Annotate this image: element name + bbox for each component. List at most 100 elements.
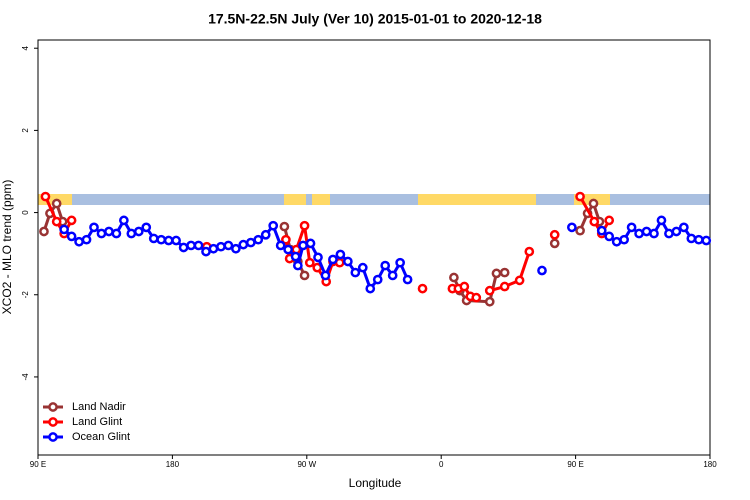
point [238, 239, 249, 250]
point [313, 252, 323, 263]
point [156, 234, 167, 245]
point [549, 229, 560, 240]
point [537, 265, 547, 276]
y-tick-label: 0 [21, 210, 30, 215]
point [499, 267, 510, 278]
point [604, 231, 615, 242]
point [66, 231, 77, 242]
point [51, 216, 62, 227]
point [51, 198, 62, 209]
series-line [578, 199, 601, 232]
point [664, 228, 674, 239]
point [567, 222, 577, 233]
x-tick-label: 90 E [30, 460, 46, 469]
point [74, 236, 84, 247]
legend-label: Land Glint [72, 416, 122, 428]
point [133, 226, 144, 237]
point [163, 235, 174, 246]
point [245, 237, 256, 248]
point [449, 272, 459, 283]
point [656, 215, 667, 226]
point [260, 229, 271, 240]
x-axis-label: Longitude [349, 476, 402, 490]
y-tick-label: -2 [21, 291, 30, 299]
point [471, 292, 482, 303]
point [395, 257, 405, 268]
y-axis-label: XCO2 - MLO trend (ppm) [0, 180, 14, 315]
point [634, 228, 644, 239]
point [335, 249, 346, 260]
point [387, 270, 398, 281]
point [39, 226, 49, 237]
point [141, 222, 152, 233]
point [305, 238, 316, 249]
chart-title: 17.5N-22.5N July (Ver 10) 2015-01-01 to … [208, 11, 542, 27]
point [298, 240, 308, 251]
point [126, 228, 137, 239]
point [292, 260, 303, 271]
series [40, 191, 615, 303]
point [514, 275, 525, 286]
legend: Land Nadir Land Glint Ocean Glint [43, 401, 130, 443]
point [604, 215, 615, 226]
x-tick-label: 180 [166, 460, 180, 469]
point [686, 233, 697, 244]
point [96, 228, 107, 239]
point [328, 254, 338, 265]
point [575, 191, 585, 202]
point [104, 226, 114, 237]
ocean-strip [38, 194, 710, 205]
point [111, 228, 122, 239]
point [343, 256, 353, 267]
land-strip [418, 194, 536, 205]
point [59, 224, 69, 235]
point [491, 268, 502, 279]
point [320, 270, 331, 281]
point [148, 233, 159, 244]
point [216, 241, 226, 252]
point [372, 274, 383, 285]
point [186, 240, 196, 251]
point [231, 243, 241, 254]
point [253, 234, 264, 245]
land-ocean-strip [38, 194, 710, 205]
legend-marker [48, 402, 58, 412]
point [589, 216, 600, 227]
point [223, 240, 234, 251]
point [193, 240, 204, 251]
legend-marker [48, 417, 58, 427]
point [279, 221, 290, 232]
point [671, 226, 682, 237]
point [201, 246, 211, 257]
point [499, 281, 510, 292]
point [575, 225, 585, 236]
point [459, 281, 470, 292]
land-strip [284, 194, 306, 205]
point [299, 270, 310, 281]
plot-frame [37, 39, 711, 456]
point [365, 283, 376, 294]
point [641, 226, 652, 237]
series-line [489, 251, 531, 293]
series [59, 215, 712, 294]
point [484, 296, 495, 307]
point [701, 235, 712, 246]
point [208, 243, 219, 254]
point [171, 235, 181, 246]
point [66, 215, 77, 226]
point [40, 191, 51, 202]
point [524, 246, 535, 257]
point [611, 236, 622, 247]
x-tick-label: 180 [703, 460, 717, 469]
y-tick-label: -4 [21, 373, 30, 381]
point [693, 234, 704, 245]
point [402, 274, 413, 285]
point [357, 262, 368, 273]
point [350, 267, 361, 278]
point [549, 238, 560, 249]
legend-marker [48, 432, 58, 442]
point [119, 215, 129, 226]
point [619, 234, 629, 245]
